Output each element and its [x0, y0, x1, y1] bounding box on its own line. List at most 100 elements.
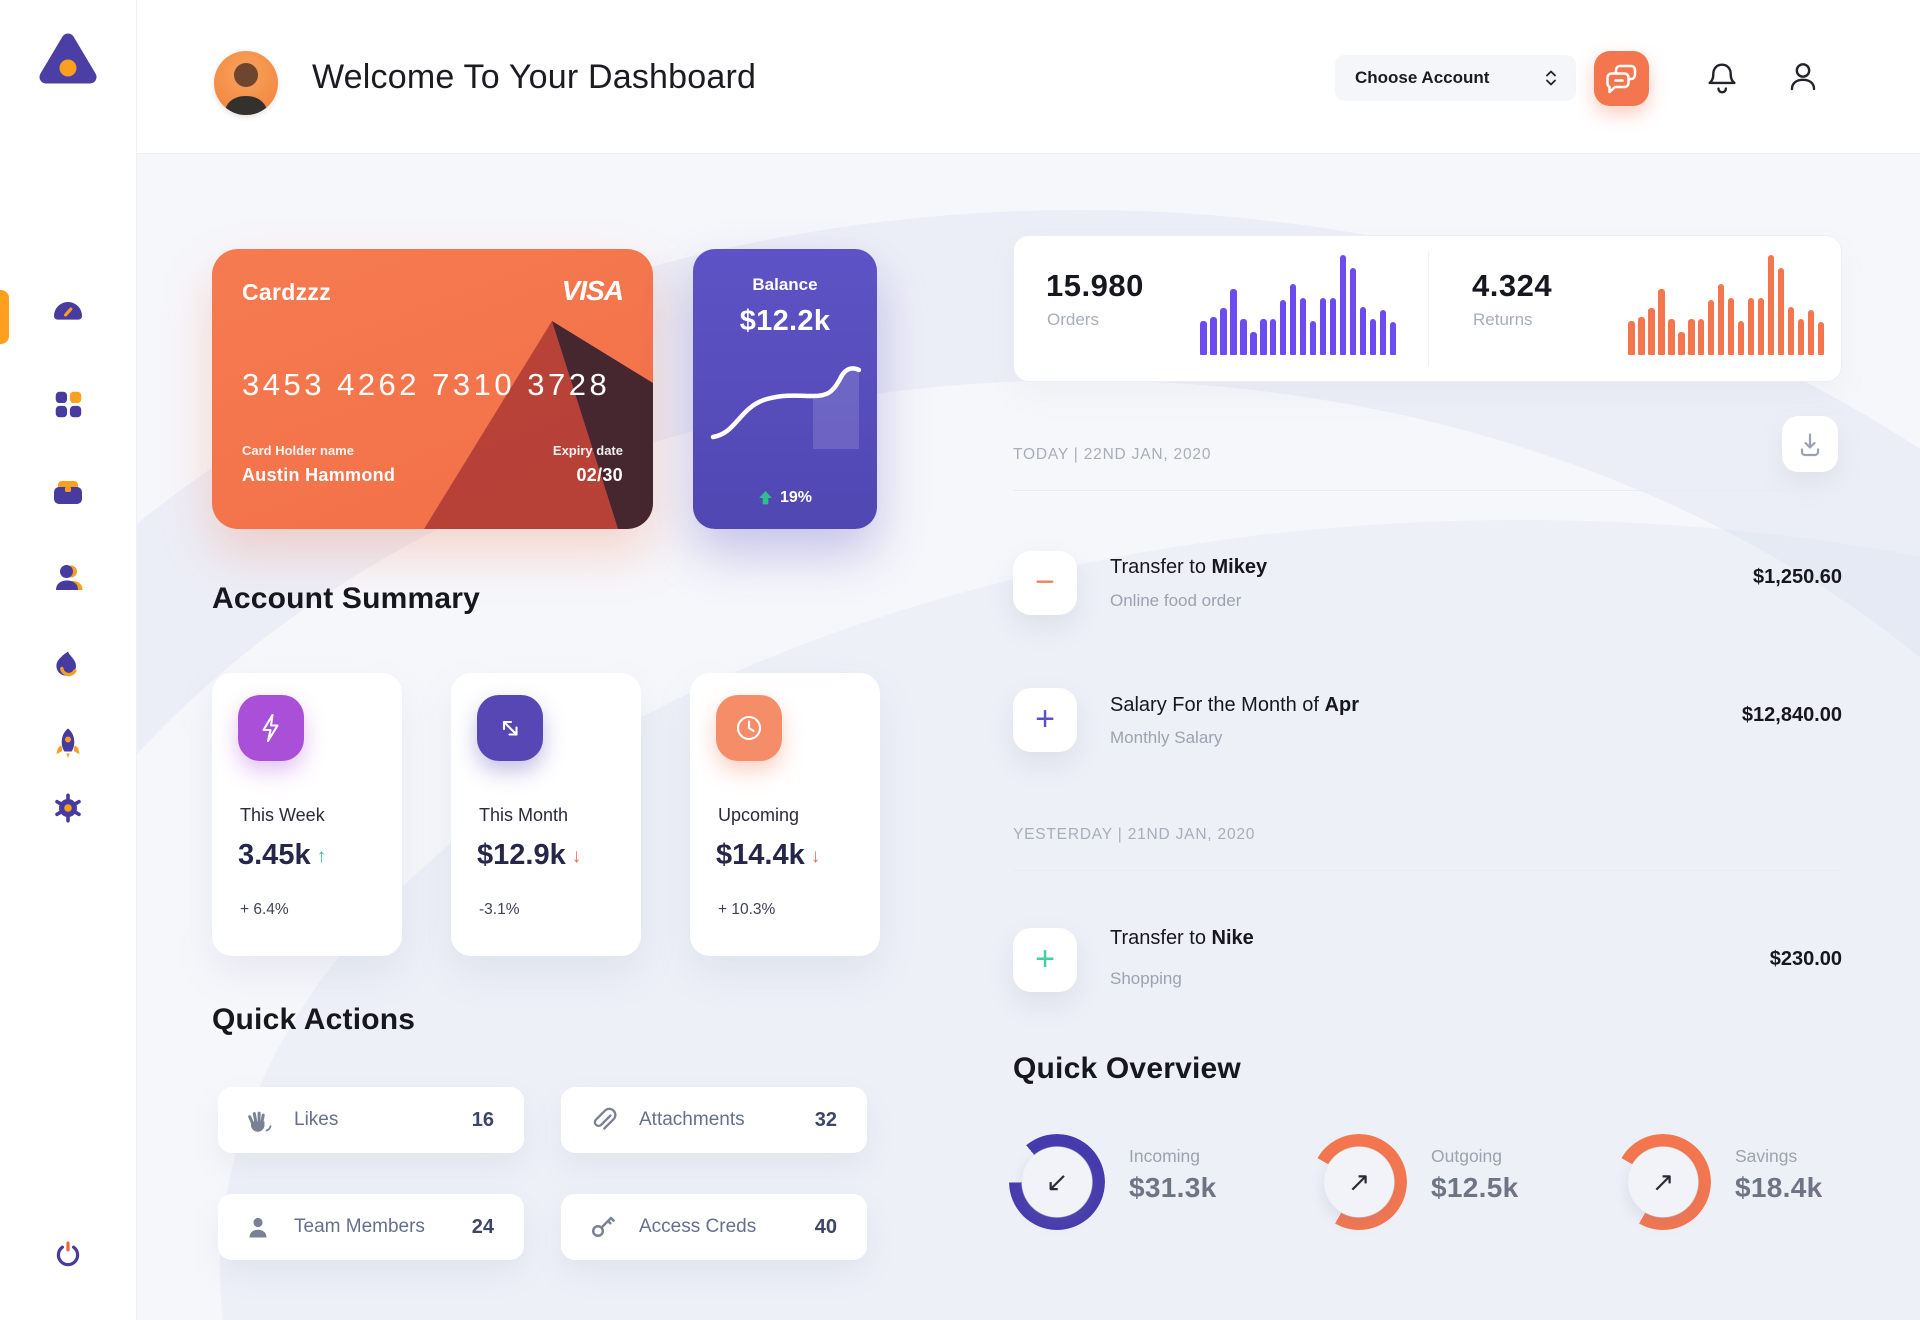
transactions-group-header: YESTERDAY | 21ND JAN, 2020: [1013, 826, 1256, 843]
user-icon: [56, 565, 83, 590]
overview-value: $12.5k: [1431, 1172, 1519, 1203]
up-arrow-icon: [759, 491, 772, 505]
summary-card-this-month[interactable]: This Month $12.9k ↓ -3.1%: [451, 673, 641, 956]
transaction-title[interactable]: Salary For the Month of Apr: [1110, 694, 1359, 716]
transaction-amount: $1,250.60: [1753, 566, 1842, 588]
rocket-icon: [56, 728, 80, 758]
returns-value: 4.324: [1472, 268, 1553, 303]
quick-action-count: 32: [814, 1108, 837, 1131]
quick-action-team-members[interactable]: Team Members 24: [218, 1194, 524, 1260]
transaction-subtitle: Shopping: [1110, 969, 1182, 988]
summary-card-upcoming[interactable]: Upcoming $14.4k ↓ + 10.3%: [690, 673, 880, 956]
card-number: 3453 4262 7310 3728: [242, 367, 611, 402]
summary-value: $12.9k ↓: [477, 839, 582, 871]
gear-icon: [55, 793, 81, 823]
card-expiry-label: Expiry date: [552, 443, 623, 458]
trend-up-icon: ↑: [316, 846, 327, 867]
summary-value: 3.45k ↑: [238, 839, 327, 871]
sidebar-item-activity[interactable]: [46, 643, 90, 687]
transaction-subtitle: Online food order: [1110, 591, 1242, 610]
sidebar-logout-button[interactable]: [46, 1232, 90, 1276]
orders-returns-panel: 15.980 Orders 4.324 Returns: [1013, 235, 1842, 382]
overview-value: $31.3k: [1129, 1172, 1217, 1203]
balance-change: 19%: [693, 489, 877, 507]
notifications-button[interactable]: [1699, 55, 1745, 101]
trend-down-icon: ↓: [571, 846, 582, 867]
quick-action-access-creds[interactable]: Access Creds 40: [561, 1194, 867, 1260]
sidebar-item-contacts[interactable]: [46, 556, 90, 600]
member-icon: [249, 1217, 267, 1238]
savings-ring: ↗: [1615, 1134, 1711, 1230]
header: Welcome To Your Dashboard Choose Account: [137, 0, 1920, 154]
summary-label: This Month: [479, 805, 569, 825]
quick-action-label: Attachments: [639, 1109, 745, 1130]
avatar-photo: [224, 63, 268, 115]
quick-action-count: 16: [471, 1108, 494, 1131]
plus-icon: +: [1035, 939, 1055, 978]
flame-icon: [56, 651, 77, 677]
clock-icon: [716, 695, 782, 761]
card-expiry: 02/30: [576, 465, 623, 485]
bell-icon: [1708, 63, 1736, 94]
download-button[interactable]: [1782, 416, 1838, 472]
overview-label: Savings: [1735, 1146, 1798, 1166]
visa-logo: VISA: [561, 275, 624, 306]
card-name: Cardzzz: [242, 279, 332, 305]
returns-bar-chart: [1628, 255, 1826, 355]
quick-action-attachments[interactable]: Attachments 32: [561, 1087, 867, 1153]
summary-card-this-week[interactable]: This Week 3.45k ↑ + 6.4%: [212, 673, 402, 956]
trend-arrows-icon: [477, 695, 543, 761]
download-icon: [1800, 433, 1820, 457]
summary-label: Upcoming: [718, 805, 800, 825]
briefcase-icon: [54, 481, 82, 504]
hand-wave-icon: [248, 1111, 272, 1132]
user-avatar[interactable]: [214, 51, 278, 115]
summary-change: -3.1%: [479, 901, 520, 918]
transaction-icon-plus: +: [1013, 928, 1077, 992]
sidebar-item-projects[interactable]: [46, 471, 90, 515]
balance-sparkline: [710, 366, 861, 449]
sidebar-item-apps[interactable]: [46, 382, 90, 426]
quick-action-label: Team Members: [294, 1216, 425, 1237]
outgoing-ring: ↗: [1311, 1134, 1407, 1230]
app-logo[interactable]: [36, 30, 100, 90]
sidebar-item-launch[interactable]: [46, 721, 90, 765]
card-holder-name: Austin Hammond: [242, 465, 396, 485]
sidebar: [0, 0, 137, 1320]
person-icon: [1790, 63, 1816, 91]
overview-label: Outgoing: [1431, 1146, 1503, 1166]
incoming-ring: ↙: [1009, 1134, 1105, 1230]
page-title: Welcome To Your Dashboard: [312, 58, 757, 96]
sidebar-item-settings[interactable]: [46, 786, 90, 830]
transaction-icon-plus: +: [1013, 688, 1077, 752]
summary-label: This Week: [240, 805, 325, 825]
grid-icon: [55, 391, 82, 418]
profile-button[interactable]: [1780, 55, 1826, 101]
quick-overview-title: Quick Overview: [1013, 1052, 1241, 1085]
trend-down-icon: ↓: [810, 846, 821, 867]
stepper-icon: [1546, 70, 1556, 86]
transaction-title[interactable]: Transfer to Mikey: [1110, 556, 1268, 578]
account-select[interactable]: Choose Account: [1335, 55, 1576, 101]
orders-label: Orders: [1047, 310, 1099, 329]
sidebar-item-dashboard[interactable]: [46, 291, 90, 335]
plus-icon: +: [1035, 699, 1055, 738]
quick-actions-title: Quick Actions: [212, 1003, 416, 1036]
balance-card[interactable]: Balance $12.2k 19%: [693, 249, 877, 529]
chat-icon: [1605, 64, 1636, 93]
speedometer-icon: [54, 302, 82, 320]
quick-action-label: Likes: [294, 1109, 339, 1130]
transaction-icon-minus: −: [1013, 551, 1077, 615]
minus-icon: −: [1035, 562, 1055, 601]
transaction-title[interactable]: Transfer to Nike: [1110, 927, 1254, 949]
quick-action-count: 24: [471, 1215, 494, 1238]
power-icon: [56, 1241, 80, 1267]
summary-change: + 6.4%: [240, 901, 289, 918]
overview-value: $18.4k: [1735, 1172, 1823, 1203]
panel-divider: [1428, 252, 1429, 365]
transactions-group-header: TODAY | 22ND JAN, 2020: [1013, 446, 1212, 463]
messages-button[interactable]: [1594, 51, 1649, 106]
quick-action-likes[interactable]: Likes 16: [218, 1087, 524, 1153]
payment-card[interactable]: Cardzzz VISA 3453 4262 7310 3728 Card Ho…: [212, 249, 653, 529]
